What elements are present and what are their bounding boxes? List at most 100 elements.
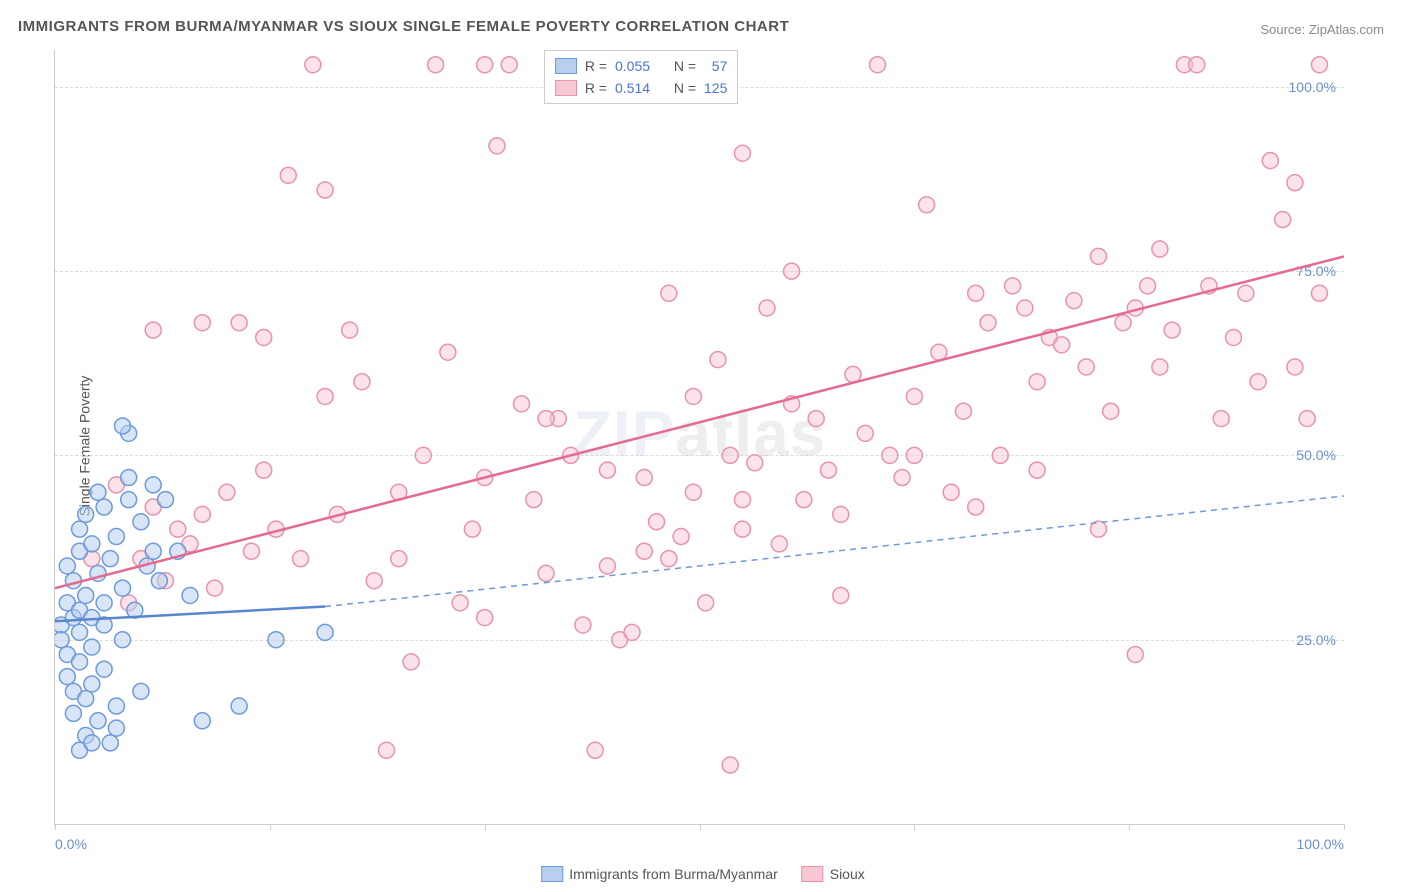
- scatter-point: [1299, 411, 1315, 427]
- scatter-point: [1238, 285, 1254, 301]
- scatter-point: [1127, 646, 1143, 662]
- scatter-point: [538, 565, 554, 581]
- scatter-point: [90, 484, 106, 500]
- scatter-point: [96, 661, 112, 677]
- scatter-point: [882, 447, 898, 463]
- scatter-point: [1115, 315, 1131, 331]
- scatter-point: [115, 418, 131, 434]
- scatter-point: [1090, 248, 1106, 264]
- xtick-mark: [914, 824, 915, 830]
- scatter-point: [133, 514, 149, 530]
- scatter-point: [428, 57, 444, 73]
- legend-top: R = 0.055 N = 57 R = 0.514 N = 125: [544, 50, 739, 104]
- xtick-label: 0.0%: [55, 836, 87, 852]
- swatch-series-a: [555, 58, 577, 74]
- source-name: ZipAtlas.com: [1309, 22, 1384, 37]
- scatter-point: [317, 624, 333, 640]
- scatter-point: [1029, 374, 1045, 390]
- scatter-point: [182, 587, 198, 603]
- scatter-point: [102, 551, 118, 567]
- scatter-point: [734, 521, 750, 537]
- scatter-point: [636, 543, 652, 559]
- scatter-point: [1017, 300, 1033, 316]
- scatter-point: [1152, 241, 1168, 257]
- chart-container: IMMIGRANTS FROM BURMA/MYANMAR VS SIOUX S…: [0, 0, 1406, 892]
- scatter-point: [599, 462, 615, 478]
- scatter-point: [1152, 359, 1168, 375]
- scatter-point: [440, 344, 456, 360]
- scatter-point: [280, 167, 296, 183]
- scatter-point: [575, 617, 591, 633]
- scatter-point: [121, 492, 137, 508]
- source-label: Source:: [1260, 22, 1308, 37]
- scatter-point: [170, 521, 186, 537]
- scatter-point: [157, 492, 173, 508]
- scatter-point: [955, 403, 971, 419]
- scatter-point: [1250, 374, 1266, 390]
- scatter-point: [464, 521, 480, 537]
- legend-label-b: Sioux: [830, 866, 865, 882]
- scatter-point: [710, 352, 726, 368]
- scatter-point: [1226, 329, 1242, 345]
- legend-label-a: Immigrants from Burma/Myanmar: [569, 866, 777, 882]
- scatter-point: [1287, 175, 1303, 191]
- scatter-point: [378, 742, 394, 758]
- scatter-point: [78, 691, 94, 707]
- scatter-point: [477, 610, 493, 626]
- scatter-point: [115, 580, 131, 596]
- n-value-b: 125: [704, 77, 727, 99]
- scatter-point: [115, 632, 131, 648]
- scatter-point: [108, 529, 124, 545]
- scatter-point: [587, 742, 603, 758]
- scatter-point: [151, 573, 167, 589]
- scatter-point: [833, 506, 849, 522]
- scatter-point: [108, 720, 124, 736]
- scatter-point: [513, 396, 529, 412]
- scatter-point: [72, 654, 88, 670]
- scatter-point: [698, 595, 714, 611]
- scatter-point: [1287, 359, 1303, 375]
- scatter-point: [415, 447, 431, 463]
- scatter-point: [477, 57, 493, 73]
- n-label: N =: [674, 55, 696, 77]
- chart-title: IMMIGRANTS FROM BURMA/MYANMAR VS SIOUX S…: [18, 18, 789, 35]
- scatter-point: [489, 138, 505, 154]
- xtick-mark: [55, 824, 56, 830]
- xtick-mark: [270, 824, 271, 830]
- scatter-point: [526, 492, 542, 508]
- r-value-b: 0.514: [615, 77, 650, 99]
- scatter-point: [256, 329, 272, 345]
- scatter-point: [894, 470, 910, 486]
- scatter-point: [649, 514, 665, 530]
- legend-item-a: Immigrants from Burma/Myanmar: [541, 866, 777, 882]
- scatter-point: [968, 285, 984, 301]
- scatter-point: [759, 300, 775, 316]
- xtick-mark: [1129, 824, 1130, 830]
- scatter-point: [538, 411, 554, 427]
- n-label: N =: [674, 77, 696, 99]
- scatter-point: [317, 388, 333, 404]
- scatter-point: [403, 654, 419, 670]
- scatter-point: [992, 447, 1008, 463]
- scatter-point: [722, 757, 738, 773]
- scatter-point: [354, 374, 370, 390]
- scatter-point: [78, 506, 94, 522]
- scatter-point: [207, 580, 223, 596]
- scatter-point: [102, 735, 118, 751]
- scatter-point: [833, 587, 849, 603]
- scatter-point: [722, 447, 738, 463]
- scatter-point: [734, 145, 750, 161]
- scatter-point: [845, 366, 861, 382]
- scatter-point: [820, 462, 836, 478]
- r-label: R =: [585, 77, 607, 99]
- scatter-point: [1029, 462, 1045, 478]
- regression-line-b: [55, 256, 1344, 588]
- scatter-point: [55, 632, 69, 648]
- scatter-point: [366, 573, 382, 589]
- scatter-point: [108, 698, 124, 714]
- scatter-point: [72, 624, 88, 640]
- plot-svg: [55, 50, 1344, 824]
- scatter-point: [685, 484, 701, 500]
- scatter-point: [501, 57, 517, 73]
- scatter-point: [1078, 359, 1094, 375]
